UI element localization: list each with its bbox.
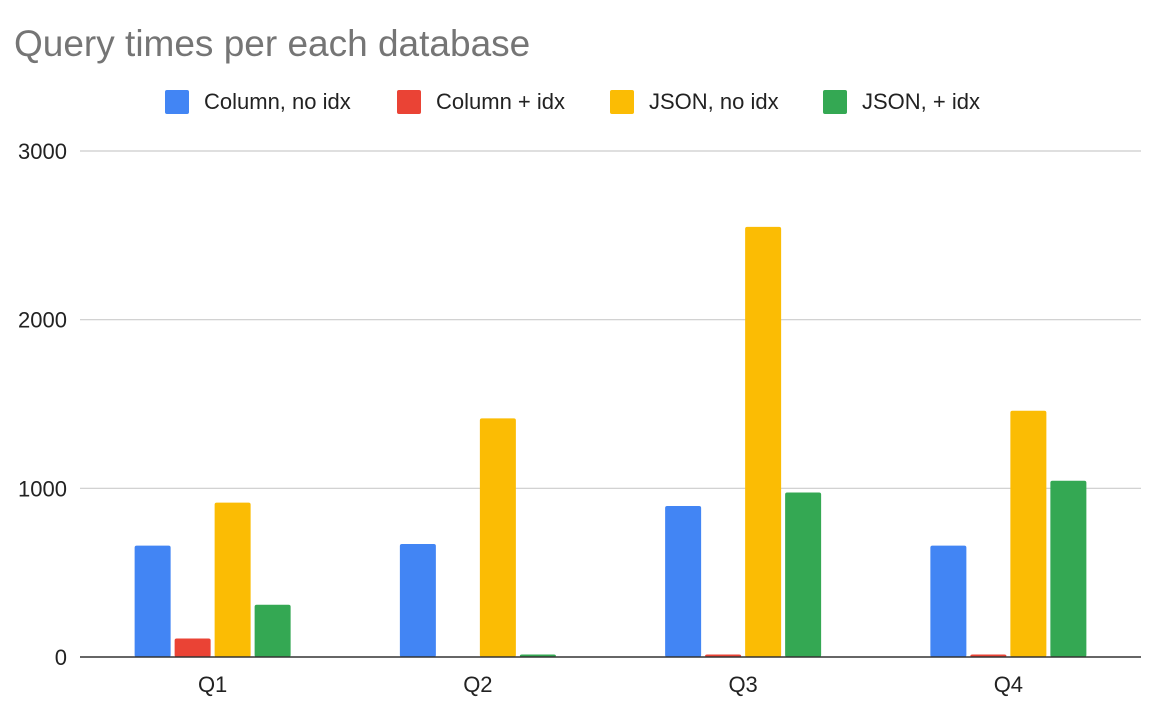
y-tick-label: 3000 [18,139,67,164]
bar-q4-series-1 [930,545,967,657]
legend-swatch [610,90,634,114]
x-axis-tick-labels: Q1 Q2 Q3 Q4 [198,672,1023,697]
bar-q1-series-2 [174,638,211,657]
y-tick-label: 1000 [18,476,67,501]
legend-label: JSON, + idx [862,89,980,114]
legend-label: Column + idx [436,89,565,114]
gridlines [80,150,1141,489]
x-tick-label: Q3 [728,672,757,697]
bar-q2-series-3 [479,418,516,657]
x-tick-label: Q1 [198,672,227,697]
x-tick-label: Q4 [994,672,1023,697]
bar-q1-series-4 [254,604,291,657]
legend-swatch [823,90,847,114]
bar-q1-series-3 [214,502,251,657]
legend-swatch [165,90,189,114]
x-tick-label: Q2 [463,672,492,697]
bar-q1-series-1 [134,545,171,657]
legend-label: JSON, no idx [649,89,779,114]
y-tick-label: 2000 [18,308,67,333]
bar-q3-series-4 [785,492,822,657]
y-tick-label: 0 [55,645,67,670]
legend: Column, no idx Column + idx JSON, no idx JS… [165,89,980,114]
legend-label: Column, no idx [204,89,351,114]
bar-q3-series-1 [665,506,702,657]
y-axis-tick-labels: 0 1000 2000 3000 [18,139,67,670]
bar-q4-series-4 [1050,480,1087,657]
chart-title: Query times per each database [14,23,530,64]
bar-q3-series-3 [745,226,782,657]
bars [134,226,1087,657]
legend-swatch [397,90,421,114]
bar-q4-series-3 [1010,410,1047,657]
bar-q2-series-1 [399,543,436,657]
